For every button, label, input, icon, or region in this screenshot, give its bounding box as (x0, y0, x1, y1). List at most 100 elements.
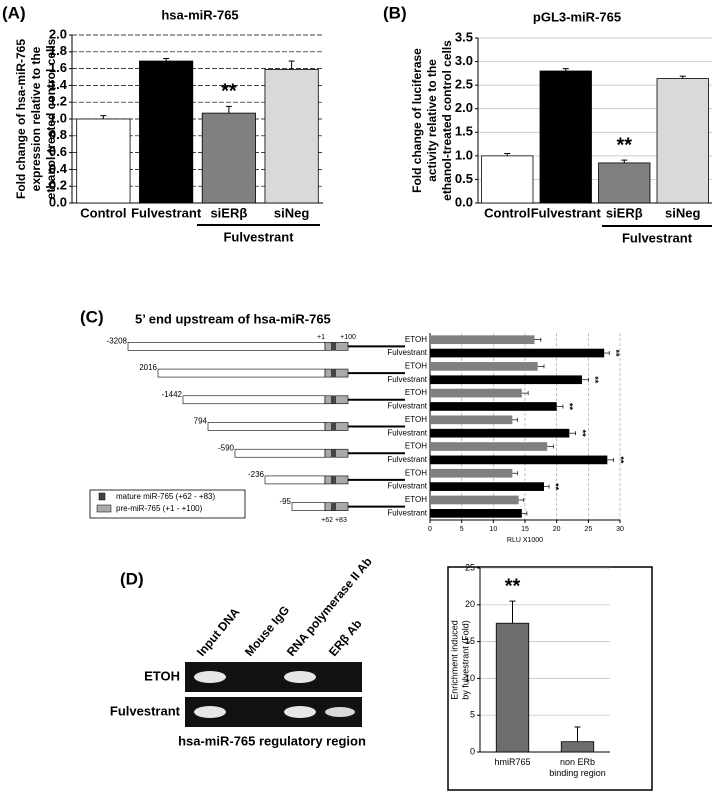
annotation: ** (611, 350, 621, 358)
y-tick-label: 0.4 (49, 161, 68, 176)
y-axis-label: ethanol-treated control cells (44, 38, 58, 199)
x-tick-label: 30 (616, 526, 624, 533)
panel-label: (A) (2, 3, 26, 22)
y-tick-label: 25 (465, 562, 475, 572)
y-tick-label: Fulvestrant (387, 508, 427, 517)
annotation: ** (577, 430, 587, 438)
construct-box (207, 422, 326, 431)
mature-mir-box (331, 369, 336, 378)
mature-mir-box (331, 342, 336, 351)
y-axis-label: by fulvestrant (Fold) (460, 620, 470, 700)
bar (430, 442, 548, 451)
chart-title: hsa-miR-765 (161, 7, 238, 22)
gel-lane-label: RNA polymerase II Ab (284, 555, 375, 659)
y-tick-label: Fulvestrant (387, 455, 427, 464)
y-tick-label: ETOH (405, 495, 427, 504)
mature-mir-box (331, 502, 336, 511)
chart-title: pGL3-miR-765 (533, 9, 621, 24)
construct-box (264, 475, 326, 485)
y-tick-label: 1.5 (455, 124, 473, 139)
construct-start: -3208 (107, 336, 128, 345)
construct-start: -590 (218, 443, 235, 452)
position-label: +62 +83 (321, 517, 347, 524)
bar (539, 70, 592, 204)
x-tick-label: 20 (553, 526, 561, 533)
construct-start: 794 (194, 417, 208, 426)
construct-box (291, 502, 326, 511)
y-tick-label: Fulvestrant (387, 375, 427, 384)
bar (264, 69, 319, 204)
gel-caption: hsa-miR-765 regulatory region (178, 733, 366, 748)
y-tick-label: ETOH (405, 388, 427, 397)
x-tick-label: Fulvestrant (131, 205, 202, 220)
y-tick-label: 10 (465, 673, 475, 683)
y-tick-label: Fulvestrant (387, 428, 427, 437)
bar (430, 428, 570, 438)
pre-mir-box (324, 502, 349, 511)
construct-box (127, 342, 326, 351)
y-tick-label: 5 (470, 710, 475, 720)
y-tick-label: 0.6 (49, 144, 67, 159)
x-tick-label: Control (80, 205, 126, 220)
bar (598, 162, 651, 204)
panel-label: (C) (80, 307, 104, 326)
bar (430, 348, 605, 358)
x-tick-label-box: hmiR765 (494, 757, 531, 767)
gel-band (284, 706, 316, 718)
y-tick-label: ETOH (405, 335, 427, 344)
x-tick-label: hmiR765 (494, 757, 531, 767)
bar (481, 155, 534, 204)
chart-title: 5’ end upstream of hsa-miR-765 (135, 311, 331, 326)
bar (139, 60, 194, 204)
x-tick-label: 15 (521, 526, 529, 533)
bar (430, 468, 513, 478)
position-label: +1 (317, 334, 325, 341)
y-tick-label: 2.0 (455, 100, 473, 115)
mature-mir-box (331, 449, 336, 458)
gel-row-label: Fulvestrant (110, 703, 181, 718)
y-tick-label: 0.0 (455, 194, 473, 209)
x-tick-label: siNeg (274, 205, 309, 220)
y-tick-label: 3.0 (455, 53, 473, 68)
construct-start: -1442 (162, 390, 183, 399)
legend-box (89, 489, 246, 519)
bar (430, 495, 519, 505)
mature-mir-box (331, 422, 336, 431)
gel-band (325, 707, 355, 717)
pre-mir-box (324, 368, 349, 378)
y-tick-label: Fulvestrant (387, 348, 427, 357)
gel-band (284, 671, 316, 683)
annotation: ** (616, 134, 632, 156)
y-tick-label: 1.0 (49, 110, 67, 125)
bar (430, 402, 557, 411)
pre-mir-box (324, 395, 349, 405)
y-tick-label: 1.2 (49, 94, 67, 109)
legend-label: mature miR-765 (+62 - +83) (116, 492, 215, 501)
bar (656, 78, 709, 204)
pre-mir-box (324, 422, 349, 431)
legend-label: pre-miR-765 (+1 - +100) (116, 504, 203, 513)
bar (76, 118, 131, 204)
position-label: +100 (340, 334, 356, 341)
annotation: ** (505, 575, 521, 597)
construct-start: 2016 (139, 363, 157, 372)
bar (430, 455, 608, 465)
pre-mir-box (324, 448, 349, 458)
y-tick-label: ETOH (405, 442, 427, 451)
y-tick-label: ETOH (405, 362, 427, 371)
y-tick-label: 1.6 (49, 60, 67, 75)
x-axis-label: RLU X1000 (507, 537, 543, 544)
y-axis-label: expression relative to the (29, 46, 43, 191)
x-tick-label-box: non ERb binding region (549, 757, 606, 778)
construct-start: -95 (279, 497, 291, 506)
annotation: ** (590, 376, 600, 384)
bar (430, 508, 522, 518)
y-tick-label: 0.5 (455, 171, 473, 186)
group-label: Fulvestrant (223, 229, 294, 244)
gel-lane-label: ERβ Ab (326, 617, 365, 659)
gel-band (194, 671, 226, 683)
y-tick-label: 20 (465, 599, 475, 609)
annotation: ** (551, 483, 561, 491)
panel-label: (D) (120, 569, 144, 588)
